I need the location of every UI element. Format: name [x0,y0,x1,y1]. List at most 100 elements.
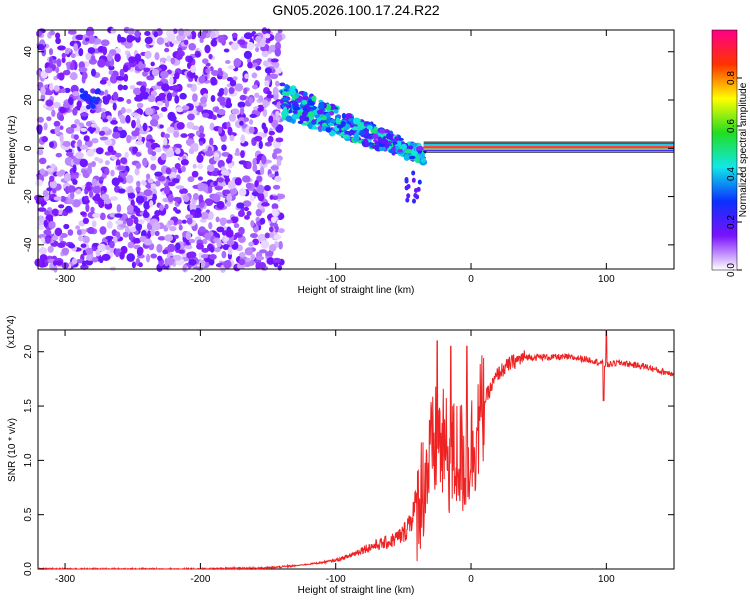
heatmap-cell [283,106,288,113]
heatmap-cell [234,177,242,186]
heatmap-cell [56,58,62,68]
heatmap-cell [52,260,58,266]
heatmap-cell [55,260,63,266]
heatmap-cell [138,61,143,70]
heatmap-cell [408,145,414,150]
heatmap-cell [109,240,115,249]
heatmap-cell [238,210,245,217]
heatmap-cell [226,240,235,246]
heatmap-cell [178,249,185,254]
heatmap-cell [196,154,204,164]
heatmap-cell [416,145,424,151]
heatmap-cell [100,111,107,119]
heatmap-cell [114,248,120,258]
heatmap-cell [143,189,153,197]
heatmap-cell [107,79,112,87]
heatmap-cell [213,247,221,253]
heatmap-cell [117,84,124,91]
heatmap-cell [36,116,45,123]
heatmap-cell [158,112,163,118]
heatmap-cell [126,134,132,144]
heatmap-cell [134,95,144,102]
heatmap-cell [192,101,200,107]
heatmap-cell [162,37,169,44]
heatmap-cell [183,39,189,45]
heatmap-cell [120,245,128,255]
heatmap-cell [154,180,161,187]
heatmap-cell [71,258,78,265]
heatmap-cell [52,101,61,109]
heatmap-cell [114,53,121,63]
heatmap-cell [149,118,159,127]
heatmap-cell [66,198,75,205]
heatmap-cell [254,80,259,86]
heatmap-cell [106,94,112,101]
heatmap-cell [292,106,301,111]
heatmap-frame [37,29,675,270]
heatmap-cell [411,170,416,176]
heatmap-cell [264,33,271,39]
snr-panel: -300 -200 -100 0 100 0.0 0.5 1.0 1.5 2.0 (x10^4)… [6,315,675,596]
heatmap-cell [221,151,230,157]
heatmap-cell [303,91,308,97]
heatmap-cell [151,68,160,77]
heatmap-cell [218,88,225,96]
heatmap-cell [246,210,252,217]
heatmap-cell [270,173,275,178]
heatmap-cell [242,200,252,207]
heatmap-cell [112,102,117,111]
heatmap-cell [180,158,189,166]
heatmap-cell [240,150,245,159]
heatmap-cell [289,100,298,104]
heatmap-cell [38,157,47,165]
heatmap-cell [232,76,238,81]
heatmap-cell [62,102,70,109]
heatmap-cell [249,119,254,125]
x-tick-label: 100 [598,574,615,585]
heatmap-cell [86,104,91,110]
heatmap-cell [170,57,176,65]
heatmap-cell [250,220,255,228]
heatmap-cell [49,82,54,91]
heatmap-cell [108,70,113,75]
heatmap-cell [92,185,102,194]
heatmap-cell [238,252,246,258]
heatmap-cell [85,247,94,255]
heatmap-cell [221,144,227,151]
heatmap-cell [205,68,210,74]
heatmap-cell [130,112,139,117]
heatmap-cell [357,122,365,130]
heatmap-cell [220,169,230,176]
heatmap-cell [55,152,63,158]
heatmap-cell [78,235,84,242]
heatmap-cell [84,189,89,195]
heatmap-cell [351,126,360,131]
heatmap-cell [227,163,233,169]
heatmap-cell [189,202,197,212]
y-tick-label: -40 [23,237,34,252]
heatmap-cell [308,122,313,130]
heatmap-cell [133,216,139,225]
heatmap-cell [64,156,73,166]
heatmap-cell [217,96,226,103]
heatmap-cell [39,168,46,176]
heatmap-cell [64,49,70,55]
heatmap-cell [135,127,140,132]
heatmap-cell [264,67,272,74]
heatmap-cell [74,151,84,159]
heatmap-cell [246,41,255,51]
heatmap-cell [125,108,132,114]
heatmap-cell [48,141,55,148]
heatmap-cell [210,39,218,47]
heatmap-cell [364,139,369,147]
heatmap-cell [134,167,140,176]
heatmap-cell [255,208,262,217]
heatmap-cell [51,208,59,216]
heatmap-cell [227,180,237,190]
heatmap-cell [252,158,257,167]
heatmap-cell [150,183,157,189]
heatmap-cell [258,95,264,102]
heatmap-cell [171,39,181,45]
heatmap-cell [254,179,259,188]
